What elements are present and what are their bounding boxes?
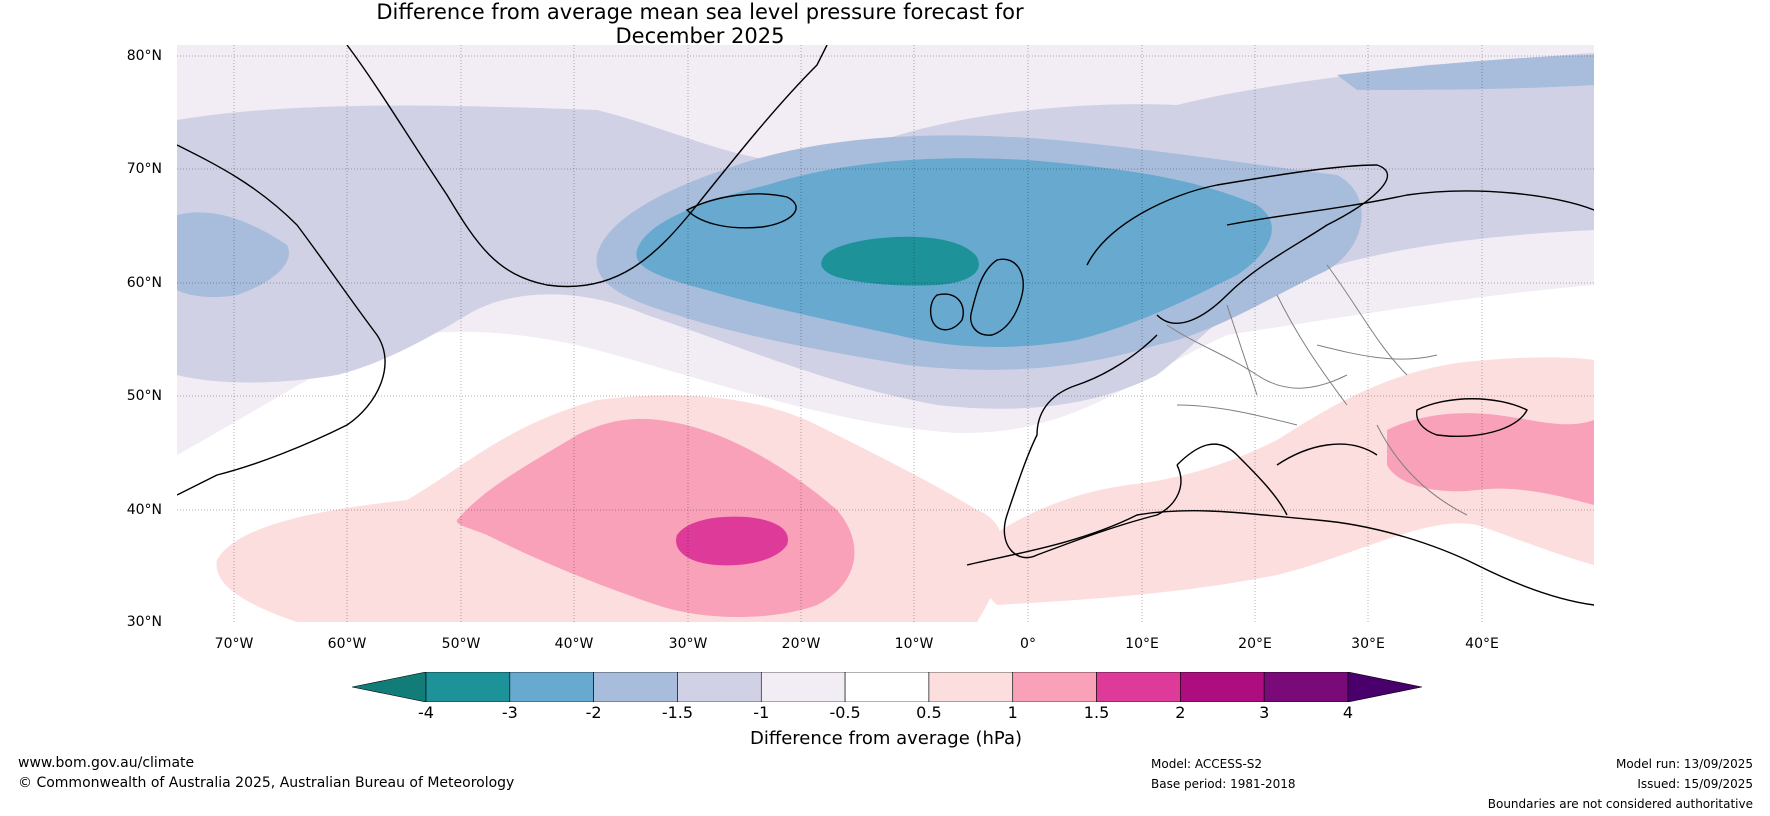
colorbar-tick-label: -4 [418, 703, 434, 722]
lon-label-10w: 10°W [894, 636, 934, 652]
colorbar-tick-label: 0.5 [916, 703, 942, 722]
lon-label-20w: 20°W [781, 636, 821, 652]
anomaly-region-neg15-ne [1337, 55, 1594, 90]
disclaimer-text: Boundaries are not considered authoritat… [1487, 797, 1753, 811]
map-title: Difference from average mean sea level p… [0, 0, 1400, 48]
graticule [177, 45, 1594, 622]
lon-label-0: 0° [1020, 636, 1036, 652]
title-line-1: Difference from average mean sea level p… [376, 0, 1024, 24]
colorbar-extend-max [1347, 672, 1422, 702]
base-period-text: Base period: 1981-2018 [1151, 777, 1296, 791]
anomaly-region-neg3 [821, 236, 979, 286]
colorbar-segment [1263, 672, 1349, 702]
website-link[interactable]: www.bom.gov.au/climate [18, 755, 195, 771]
anomaly-region-neg15-west [177, 212, 289, 298]
lon-label-40w: 40°W [554, 636, 594, 652]
colorbar-segment [509, 672, 594, 702]
lon-label-10e: 10°E [1125, 636, 1159, 652]
anomaly-region-pos15 [676, 516, 788, 566]
colorbar-segment [425, 672, 511, 702]
lat-label-50n: 50°N [126, 388, 162, 404]
lon-label-50w: 50°W [441, 636, 481, 652]
anomaly-region-pos1 [456, 418, 855, 618]
model-text: Model: ACCESS-S2 [1151, 757, 1263, 771]
lat-label-30n: 30°N [126, 614, 162, 630]
colorbar-tick-label: 3 [1259, 703, 1270, 722]
lat-label-40n: 40°N [126, 502, 162, 518]
anomaly-region-pos1-east [1387, 413, 1594, 505]
colorbar-segment [677, 672, 762, 702]
colorbar [352, 672, 1422, 702]
colorbar-tick-label: -1 [753, 703, 770, 722]
model-run-text: Model run: 13/09/2025 [1615, 757, 1753, 771]
country-borders [1166, 264, 1468, 516]
colorbar-tick-label: 1 [1007, 703, 1018, 722]
colorbar-segment [1180, 672, 1265, 702]
lon-label-60w: 60°W [327, 636, 367, 652]
title-line-2: December 2025 [615, 24, 785, 48]
lon-label-30w: 30°W [668, 636, 708, 652]
copyright-text: © Commonwealth of Australia 2025, Austra… [18, 775, 515, 791]
colorbar-segment [1096, 672, 1181, 702]
lon-label-30e: 30°E [1351, 636, 1385, 652]
colorbar-extend-min [352, 672, 427, 702]
lon-label-20e: 20°E [1238, 636, 1272, 652]
map-canvas [177, 45, 1594, 622]
colorbar-tick-label: 1.5 [1083, 703, 1110, 722]
lat-label-80n: 80°N [126, 48, 162, 64]
lon-label-40e: 40°E [1465, 636, 1499, 652]
colorbar-tick-label: 4 [1342, 703, 1354, 722]
lon-label-70w: 70°W [214, 636, 254, 652]
colorbar-segment [844, 672, 930, 702]
colorbar-segment [760, 672, 846, 702]
colorbar-tick-label: -3 [501, 703, 518, 722]
colorbar-tick-label: -0.5 [829, 703, 861, 722]
colorbar-tick-label: -1.5 [661, 703, 694, 722]
colorbar-segment [1012, 672, 1097, 702]
colorbar-title: Difference from average (hPa) [749, 728, 1023, 749]
issued-text: Issued: 15/09/2025 [1637, 777, 1753, 791]
lat-label-70n: 70°N [126, 161, 162, 177]
lat-label-60n: 60°N [126, 275, 162, 291]
colorbar-tick-label: -2 [585, 703, 602, 722]
colorbar-segment [928, 672, 1014, 702]
colorbar-tick-label: 2 [1175, 703, 1186, 722]
colorbar-segment [593, 672, 678, 702]
map-panel [177, 45, 1594, 622]
coastlines [177, 45, 1594, 606]
